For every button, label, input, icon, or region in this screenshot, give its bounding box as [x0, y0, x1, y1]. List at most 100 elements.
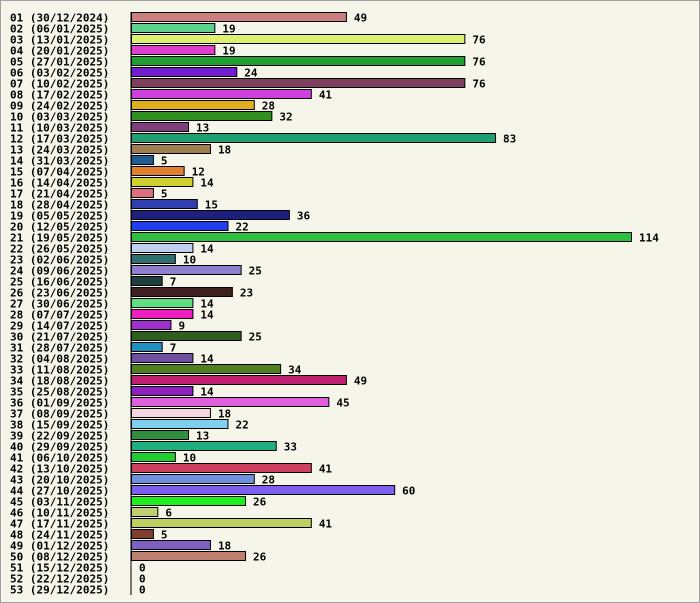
category-label: 46 (10/11/2025)	[10, 507, 109, 520]
category-label: 48 (24/11/2025)	[10, 529, 109, 542]
bar	[131, 518, 312, 528]
bar	[131, 177, 194, 187]
bar	[131, 78, 466, 88]
category-label: 30 (21/07/2025)	[10, 331, 109, 344]
category-label: 41 (06/10/2025)	[10, 452, 109, 465]
category-label: 05 (27/01/2025)	[10, 56, 109, 69]
bar	[131, 364, 282, 374]
category-label: 39 (22/09/2025)	[10, 430, 109, 443]
bar	[131, 111, 273, 121]
value-label: 5	[161, 155, 168, 168]
bar	[131, 45, 216, 55]
value-label: 9	[178, 320, 185, 333]
bar	[131, 210, 290, 220]
bar	[131, 408, 211, 418]
value-label: 28	[262, 474, 275, 487]
bar	[131, 320, 172, 330]
bar	[131, 353, 194, 363]
bar	[131, 430, 190, 440]
value-label: 0	[139, 573, 146, 586]
category-label: 13 (24/03/2025)	[10, 144, 109, 157]
category-label: 50 (08/12/2025)	[10, 551, 109, 564]
bar	[131, 89, 312, 99]
bar	[131, 287, 233, 297]
category-label: 03 (13/01/2025)	[10, 34, 109, 47]
value-label: 18	[218, 408, 231, 421]
category-label: 43 (20/10/2025)	[10, 474, 109, 487]
bar	[131, 144, 211, 154]
value-label: 25	[249, 265, 262, 278]
value-label: 60	[402, 485, 415, 498]
bar	[131, 342, 163, 352]
value-label: 14	[200, 353, 214, 366]
bar	[131, 166, 185, 176]
bar	[131, 397, 330, 407]
bar	[131, 122, 190, 132]
category-label: 36 (01/09/2025)	[10, 397, 109, 410]
value-label: 15	[205, 199, 218, 212]
value-label: 10	[183, 452, 196, 465]
value-label: 12	[192, 166, 205, 179]
value-label: 10	[183, 254, 196, 267]
category-label: 06 (03/02/2025)	[10, 67, 109, 80]
bar	[131, 221, 229, 231]
bar	[131, 485, 396, 495]
bar	[131, 375, 347, 385]
value-label: 14	[200, 309, 214, 322]
category-label: 33 (11/08/2025)	[10, 364, 109, 377]
bar	[131, 254, 176, 264]
value-label: 76	[472, 56, 486, 69]
category-label: 44 (27/10/2025)	[10, 485, 109, 498]
category-label: 42 (13/10/2025)	[10, 463, 109, 476]
value-label: 32	[279, 111, 292, 124]
bar	[131, 67, 238, 77]
category-label: 28 (07/07/2025)	[10, 309, 109, 322]
value-label: 45	[336, 397, 349, 410]
value-label: 14	[200, 243, 214, 256]
value-label: 14	[200, 298, 214, 311]
value-label: 7	[170, 342, 177, 355]
bar	[131, 232, 632, 242]
category-label: 35 (25/08/2025)	[10, 386, 109, 399]
bar	[131, 419, 229, 429]
category-label: 27 (30/06/2025)	[10, 298, 109, 311]
category-label: 19 (05/05/2025)	[10, 210, 109, 223]
bar	[131, 496, 247, 506]
value-label: 0	[139, 584, 146, 597]
value-label: 7	[170, 276, 177, 289]
bar	[131, 331, 242, 341]
category-label: 38 (15/09/2025)	[10, 419, 109, 432]
category-label: 18 (28/04/2025)	[10, 199, 109, 212]
category-label: 08 (17/02/2025)	[10, 89, 109, 102]
value-label: 23	[240, 287, 253, 300]
value-label: 76	[472, 34, 486, 47]
value-label: 36	[297, 210, 311, 223]
category-label: 34 (18/08/2025)	[10, 375, 109, 388]
category-label: 21 (19/05/2025)	[10, 232, 109, 245]
value-label: 18	[218, 540, 231, 553]
bar	[131, 265, 242, 275]
category-label: 20 (12/05/2025)	[10, 221, 109, 234]
bar	[131, 463, 312, 473]
value-label: 14	[200, 386, 214, 399]
bar	[131, 529, 154, 539]
category-label: 47 (17/11/2025)	[10, 518, 109, 531]
bar	[131, 540, 211, 550]
bar	[131, 56, 466, 66]
value-label: 18	[218, 144, 231, 157]
value-label: 26	[253, 551, 267, 564]
category-label: 22 (26/05/2025)	[10, 243, 109, 256]
bar	[131, 133, 497, 143]
bar	[131, 243, 194, 253]
value-label: 114	[639, 232, 659, 245]
value-label: 19	[222, 23, 235, 36]
value-label: 22	[235, 419, 248, 432]
bar	[131, 100, 255, 110]
value-label: 49	[354, 12, 367, 25]
category-label: 17 (21/04/2025)	[10, 188, 109, 201]
category-label: 14 (31/03/2025)	[10, 155, 109, 168]
bar	[131, 507, 159, 517]
bar	[131, 12, 347, 22]
category-label: 09 (24/02/2025)	[10, 100, 109, 113]
